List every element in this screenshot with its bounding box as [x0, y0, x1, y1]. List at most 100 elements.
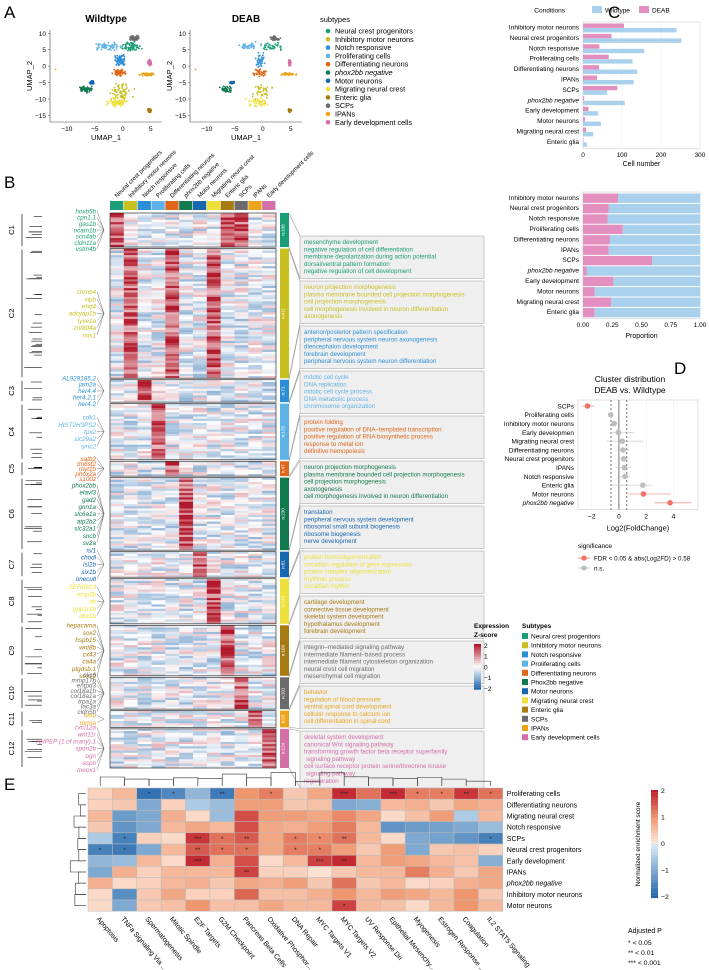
heatmap-cell	[137, 233, 152, 236]
heatmap-cell	[151, 360, 166, 364]
heatmap-cell	[262, 673, 277, 677]
heatmap-cell	[234, 634, 249, 637]
x-axis-label: UMAP_1	[91, 133, 121, 142]
heatmap-cell	[110, 543, 125, 546]
heatmap-cell	[110, 739, 125, 743]
heatmap-cell	[193, 640, 208, 644]
heatmap-cell	[220, 213, 235, 216]
heatmap-cell	[193, 610, 208, 614]
heatmap-cell	[137, 555, 152, 559]
go-term: definitive hemopoiesis	[304, 448, 365, 455]
heatmap-cell	[248, 752, 263, 756]
umap-point	[269, 36, 272, 39]
go-term: signaling pathway	[306, 756, 356, 763]
heatmap-cell	[220, 585, 235, 588]
heatmap-cell	[165, 316, 180, 320]
heatmap-cell	[193, 281, 208, 284]
umap-point	[257, 51, 260, 54]
cluster-size-label: n:53	[281, 714, 286, 723]
heatmap-cell	[248, 316, 263, 320]
heatmap-cell	[179, 725, 194, 728]
heatmap-cell	[234, 347, 249, 350]
heatmap-cell	[262, 719, 277, 722]
heatmap-cell	[262, 403, 277, 406]
heatmap-cell	[262, 367, 277, 370]
heatmap-cell	[137, 488, 152, 491]
heatmap-cell	[193, 712, 208, 716]
heatmap-cell	[123, 591, 138, 594]
go-term: rhythmic process	[304, 576, 351, 583]
heatmap-cell	[234, 746, 249, 749]
heatmap-cell	[234, 506, 249, 509]
heatmap-cell	[110, 619, 125, 622]
heatmap-cell	[110, 728, 125, 732]
heatmap-cell	[151, 621, 166, 625]
heatmap-cell	[137, 667, 152, 670]
x-axis-label: Proportion	[625, 333, 657, 340]
heatmap-cell	[151, 488, 166, 491]
heatmap-cell	[234, 457, 249, 460]
umap-point	[122, 90, 124, 92]
heatmap-cell	[123, 318, 138, 322]
heatmap-cell	[137, 281, 152, 284]
gene-connector	[96, 741, 105, 749]
heatmap-cell	[262, 750, 277, 753]
heatmap-cell	[179, 693, 194, 696]
umap-point	[81, 89, 84, 92]
heatmap-cell	[151, 277, 166, 280]
heatmap-cell	[123, 501, 138, 505]
heatmap-cell	[234, 340, 249, 344]
heatmap-cell	[179, 405, 194, 409]
heatmap-cell	[248, 283, 263, 287]
heatmap-cell	[220, 393, 235, 396]
heatmap-cell	[110, 217, 125, 221]
heatmap-cell	[234, 453, 249, 456]
heatmap-cell	[262, 336, 277, 339]
heatmap-cell	[110, 631, 125, 635]
heatmap-cell	[206, 697, 221, 701]
heatmap-cell	[193, 492, 208, 496]
heatmap-cell	[165, 714, 180, 718]
gene-label: col18a1a	[70, 693, 96, 700]
x-tick-label: 0	[261, 126, 265, 133]
umap-point	[257, 87, 260, 90]
heatmap-cell	[137, 277, 152, 280]
heatmap-cell	[262, 294, 277, 298]
gene-label: cdk1	[83, 415, 96, 422]
heatmap-cell	[123, 761, 138, 764]
heatmap-cell	[110, 562, 125, 565]
x-tick-label: −5	[91, 126, 99, 133]
colorbar-segment	[474, 685, 481, 688]
heatmap-cell	[165, 627, 180, 630]
y-tick-label: 5	[42, 47, 46, 54]
heatmap-cell	[220, 629, 235, 633]
heatmap-cell	[110, 490, 125, 494]
heatmap-cell	[234, 757, 249, 760]
heatmap-cell	[123, 303, 138, 306]
fold-change-point	[607, 412, 614, 418]
heatmap-cell	[123, 226, 138, 230]
heatmap-cell	[110, 367, 125, 370]
bar-wildtype-proportion	[607, 214, 700, 224]
heatmap-cell	[206, 307, 221, 311]
heatmap-cell	[123, 631, 138, 635]
umap-point	[124, 92, 127, 95]
heatmap-cell	[123, 647, 138, 650]
heatmap-cell	[262, 649, 277, 652]
heatmap-cell	[193, 349, 208, 353]
heatmap-cell	[165, 598, 180, 601]
heatmap-cell	[179, 710, 194, 713]
umap-point	[137, 35, 140, 38]
heatmap-cell	[248, 325, 263, 328]
umap-point	[279, 46, 282, 48]
go-term: negative regulation of cell differentiat…	[304, 246, 413, 253]
heatmap-cell	[193, 272, 208, 276]
heatmap-cell	[123, 395, 138, 398]
heatmap-cell	[123, 338, 138, 342]
heatmap-cell	[123, 499, 138, 502]
heatmap-cell	[179, 716, 194, 720]
heatmap-cell	[123, 329, 138, 333]
heatmap-cell	[123, 473, 138, 477]
cluster-size-label: n:178	[281, 426, 286, 438]
umap-point	[265, 89, 268, 92]
